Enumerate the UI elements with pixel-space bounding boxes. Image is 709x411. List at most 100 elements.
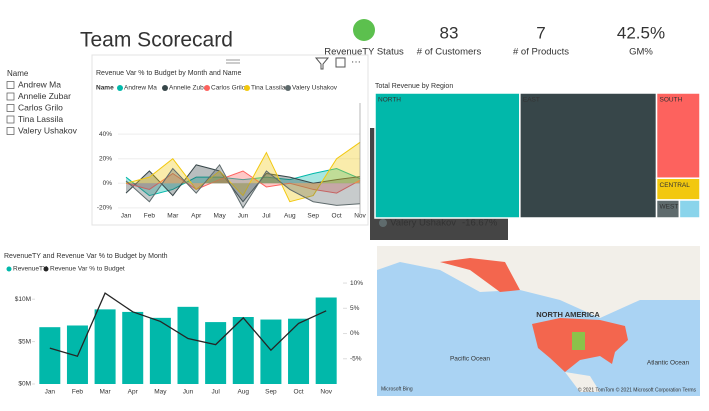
- x-tick-label: Jul: [262, 213, 271, 220]
- map-credits: © 2021 TomTom © 2021 Microsoft Corporati…: [578, 386, 697, 393]
- kpi-label: GM%: [629, 47, 653, 58]
- bar[interactable]: [94, 309, 116, 384]
- visual-frame[interactable]: [91, 54, 369, 226]
- tile-label: EAST: [523, 97, 540, 104]
- x-tick-label: Aug: [284, 213, 296, 220]
- bar[interactable]: [232, 317, 254, 384]
- legend-label: Carlos Grilo: [211, 85, 246, 92]
- checkbox[interactable]: [6, 92, 15, 101]
- bar[interactable]: [39, 327, 61, 384]
- slicer-item: Valery Ushakov: [18, 125, 78, 135]
- map-label: Atlantic Ocean: [647, 360, 690, 367]
- chart-title: Total Revenue by Region: [375, 83, 453, 90]
- x-tick-label: Jul: [211, 389, 220, 396]
- tile-label: SOUTH: [660, 97, 683, 104]
- legend-label: Tina Lassila: [251, 85, 286, 92]
- map-region: [572, 332, 585, 350]
- area: [126, 164, 360, 202]
- y-tick-label: -20%: [97, 205, 112, 212]
- tooltip-value: -16.67%: [462, 218, 498, 229]
- tooltip-name: Valery Ushakov: [390, 218, 456, 229]
- x-tick-label: Aug: [237, 389, 249, 396]
- legend-dot: [6, 266, 12, 272]
- chart-title: RevenueTY and Revenue Var % to Budget by…: [4, 253, 168, 260]
- treemap-tile[interactable]: [519, 92, 658, 219]
- bar[interactable]: [315, 297, 337, 384]
- status-indicator: [353, 19, 375, 41]
- bar[interactable]: [177, 306, 199, 384]
- area: [126, 171, 360, 194]
- legend-label: Valery Ushakov: [292, 85, 338, 92]
- x-tick-label: Mar: [99, 389, 111, 396]
- treemap-tile[interactable]: [655, 92, 701, 179]
- x-tick-label: Oct: [293, 389, 303, 396]
- bar[interactable]: [260, 319, 282, 384]
- y-tick-label: 0%: [103, 180, 113, 187]
- legend-dot: [162, 85, 168, 91]
- checkbox[interactable]: [6, 127, 15, 135]
- bar[interactable]: [122, 311, 144, 384]
- legend-dot: [204, 85, 210, 91]
- x-tick-label: Sep: [307, 213, 319, 220]
- kpi-value: 83: [440, 23, 459, 42]
- tile-label: CENTRAL: [660, 182, 691, 189]
- legend-dot: [244, 85, 250, 91]
- bar[interactable]: [288, 318, 310, 384]
- treemap-tile[interactable]: [374, 92, 521, 219]
- legend-title: Name: [96, 85, 114, 92]
- checkbox[interactable]: [6, 81, 15, 89]
- x-tick-label: Jan: [45, 389, 56, 396]
- checkbox[interactable]: [6, 104, 15, 112]
- y-tick-label: $0M: [18, 381, 31, 388]
- slicer-item: Tina Lassila: [18, 114, 63, 124]
- line: [125, 168, 361, 197]
- filter-icon[interactable]: [314, 57, 330, 70]
- checkbox[interactable]: [6, 115, 15, 124]
- y-tick-label: $10M: [15, 296, 31, 303]
- x-tick-label: Jun: [183, 389, 194, 396]
- report-title: Team Scorecard: [80, 29, 233, 52]
- y-tick-label: 40%: [99, 131, 112, 138]
- more-icon[interactable]: ···: [351, 57, 361, 68]
- kpi-label: RevenueTY Status: [324, 47, 404, 58]
- line: [125, 141, 361, 203]
- kpi-value: 7: [536, 23, 545, 42]
- legend-label: Andrew Ma: [124, 85, 157, 92]
- y2-tick-label: 0%: [350, 330, 360, 337]
- slicer-item: Carlos Grilo: [18, 102, 63, 112]
- x-tick-label: Apr: [128, 389, 139, 396]
- y2-tick-label: -5%: [350, 355, 362, 362]
- x-tick-label: Mar: [167, 213, 179, 220]
- area: [126, 142, 360, 202]
- x-tick-label: May: [154, 389, 167, 396]
- treemap-tile[interactable]: [678, 199, 701, 219]
- tooltip-dot: [379, 219, 387, 227]
- kpi-label: # of Products: [513, 47, 569, 58]
- slicer-item: Annelie Zubar: [18, 91, 71, 101]
- x-tick-label: May: [213, 213, 226, 220]
- x-tick-label: Jan: [121, 213, 132, 220]
- slicer-title: Name: [7, 69, 29, 78]
- legend-label: Annelie Zubar: [169, 85, 210, 92]
- legend-dot: [285, 85, 291, 91]
- tile-label: NORTH: [378, 97, 401, 104]
- legend-dot: [43, 266, 49, 272]
- x-tick-label: Feb: [144, 213, 156, 220]
- area: [126, 168, 360, 196]
- y2-tick-label: 5%: [350, 305, 360, 312]
- x-tick-label: Nov: [320, 389, 332, 396]
- focus-icon[interactable]: [335, 57, 346, 68]
- chart-title: Revenue Var % to Budget by Month and Nam…: [96, 70, 242, 77]
- area: [126, 164, 360, 208]
- bar[interactable]: [205, 322, 227, 384]
- map-label: Pacific Ocean: [450, 356, 490, 363]
- bar[interactable]: [149, 317, 171, 384]
- map-alaska: [440, 258, 520, 292]
- tile-label: WEST: [660, 204, 679, 211]
- kpi-value: 42.5%: [617, 23, 665, 42]
- y2-tick-label: 10%: [350, 280, 363, 287]
- map: [377, 246, 700, 396]
- x-tick-label: Nov: [354, 213, 366, 220]
